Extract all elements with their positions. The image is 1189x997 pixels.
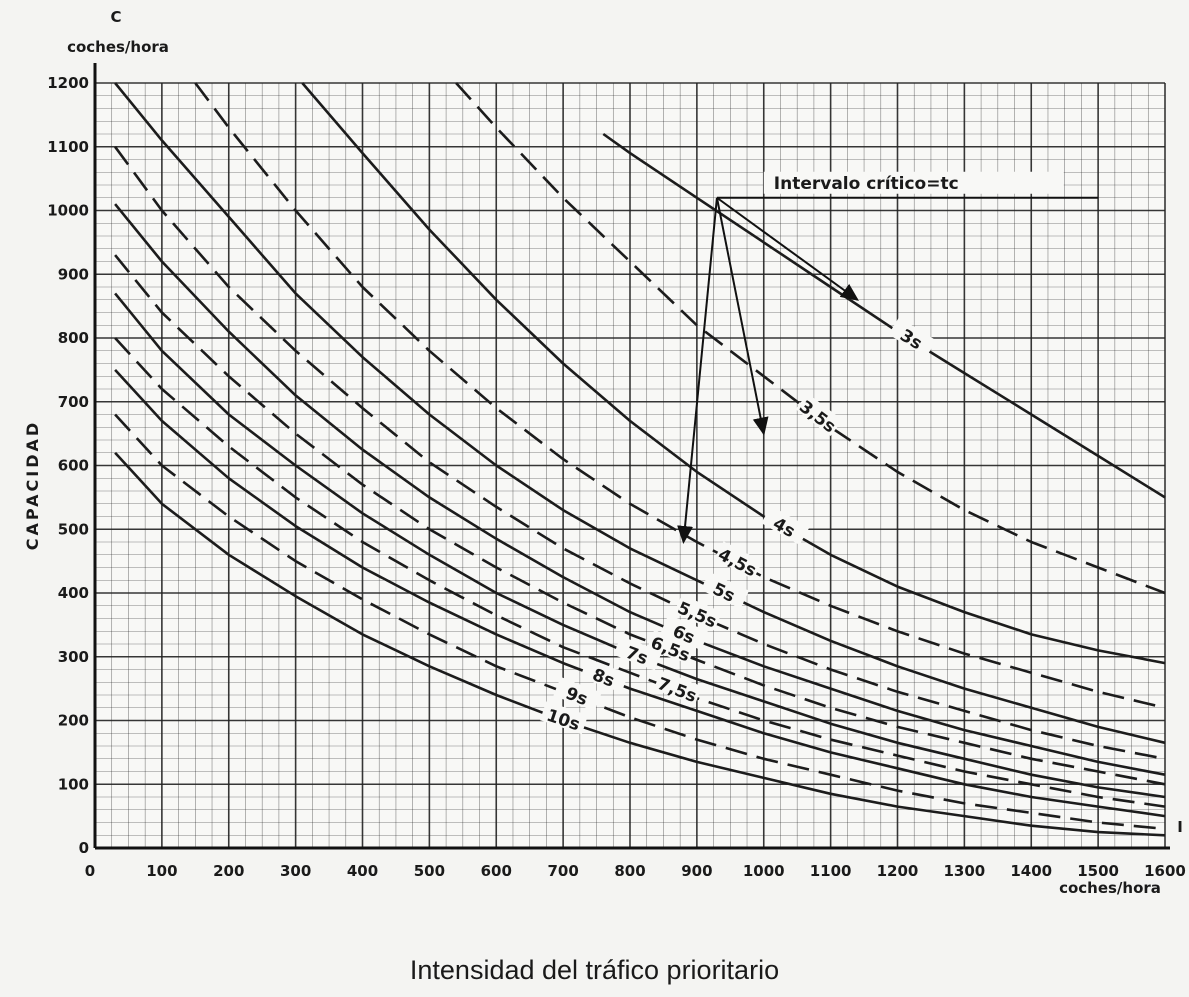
y-axis-unit: coches/hora [67, 38, 169, 56]
chart-caption: Intensidad del tráfico prioritario [409, 955, 780, 985]
curve-4-5s [194, 82, 1166, 710]
y-tick-label: 1100 [47, 138, 89, 156]
annotation-bg [763, 171, 1064, 194]
x-tick-label: 200 [213, 862, 244, 880]
curve-label-bg [795, 393, 843, 436]
curve-6-5s [114, 254, 1166, 786]
y-tick-label: 100 [58, 775, 89, 793]
curve-8s [114, 369, 1166, 818]
curve-label-bg [714, 541, 763, 580]
annotation-arrow [715, 197, 769, 436]
curve-label-bg [613, 636, 662, 671]
curve-label-bg [540, 701, 589, 735]
x-axis-symbol: I [1177, 818, 1183, 836]
curve-label-bg [660, 614, 709, 651]
x-tick-label: 1200 [877, 862, 919, 880]
y-tick-label: 1000 [47, 202, 89, 220]
curve-label-bg [647, 629, 696, 665]
curve-label-bg [653, 670, 703, 705]
annotation-arrow [677, 197, 718, 544]
y-tick-label: 600 [58, 457, 89, 475]
y-tick-label: 500 [58, 520, 89, 538]
x-tick-label: 1000 [743, 862, 785, 880]
y-tick-label: 400 [58, 584, 89, 602]
y-axis-title: CAPACIDAD [23, 420, 42, 550]
curve-6s [114, 203, 1166, 776]
x-tick-label: 900 [681, 862, 712, 880]
x-tick-label: 100 [146, 862, 177, 880]
x-tick-label: 1500 [1077, 862, 1119, 880]
curve-label-bg [580, 658, 629, 693]
curve-label-bg [553, 676, 602, 712]
x-tick-label: 600 [481, 862, 512, 880]
annotation-label: Intervalo crítico=tc [774, 174, 959, 194]
x-tick-label: 300 [280, 862, 311, 880]
curve-label-bg [888, 317, 937, 358]
y-axis-symbol: C [110, 8, 121, 26]
x-tick-label: 1300 [944, 862, 986, 880]
curve-9s [114, 413, 1166, 831]
curve-5-5s [114, 146, 1166, 761]
curve-4s [301, 82, 1166, 665]
x-tick-label: 1600 [1144, 862, 1186, 880]
y-tick-label: 0 [79, 839, 89, 857]
x-axis-unit: coches/hora [1059, 879, 1161, 897]
x-tick-label: 800 [614, 862, 645, 880]
curve-label-bg [673, 594, 723, 631]
x-tick-label: 0 [85, 862, 95, 880]
y-tick-label: 300 [58, 648, 89, 666]
y-tick-label: 1200 [47, 74, 89, 92]
y-tick-label: 700 [58, 393, 89, 411]
x-tick-label: 400 [347, 862, 378, 880]
curve-label-bg [761, 505, 810, 545]
x-tick-label: 1400 [1010, 862, 1052, 880]
x-tick-label: 500 [414, 862, 445, 880]
x-tick-label: 1100 [810, 862, 852, 880]
curve-10s [114, 451, 1166, 837]
y-tick-label: 900 [58, 265, 89, 283]
x-tick-label: 700 [547, 862, 578, 880]
y-tick-label: 200 [58, 712, 89, 730]
y-tick-label: 800 [58, 329, 89, 347]
annotation-arrow [716, 196, 859, 301]
curve-7-5s [114, 337, 1166, 808]
curve-5s [114, 82, 1166, 745]
curve-3s [602, 132, 1166, 499]
curve-label-bg [700, 571, 750, 609]
curve-3-5s [455, 82, 1166, 595]
